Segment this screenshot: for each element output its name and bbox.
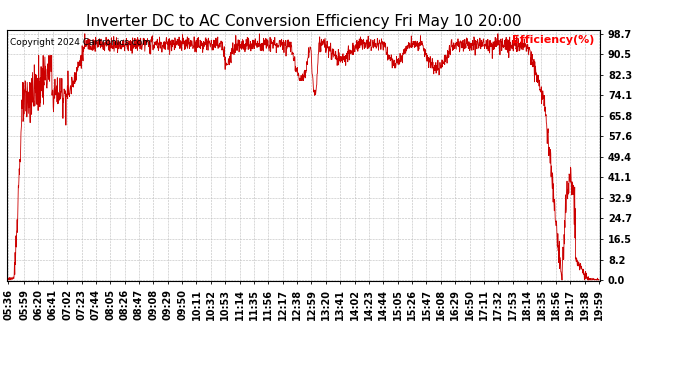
Title: Inverter DC to AC Conversion Efficiency Fri May 10 20:00: Inverter DC to AC Conversion Efficiency … [86,14,522,29]
Text: Copyright 2024 Cartronics.com: Copyright 2024 Cartronics.com [10,38,151,46]
Text: Efficiency(%): Efficiency(%) [512,35,594,45]
